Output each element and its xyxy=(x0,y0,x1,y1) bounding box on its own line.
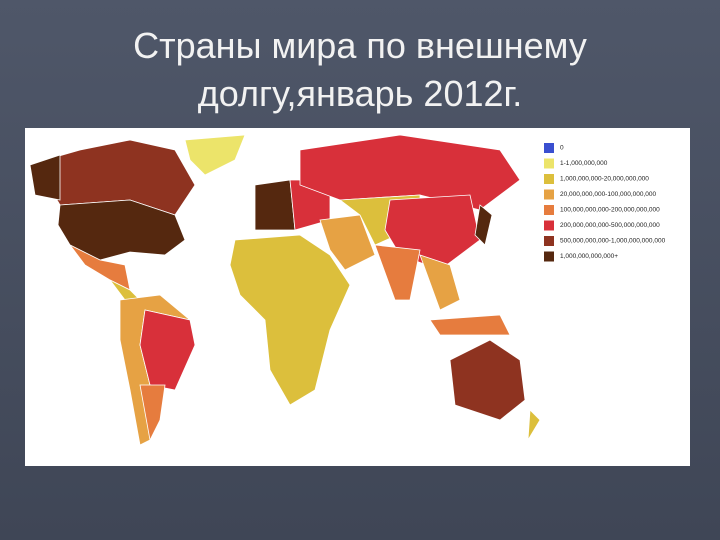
japan xyxy=(474,204,493,246)
legend-swatch xyxy=(544,189,554,200)
brazil xyxy=(139,309,196,391)
legend-swatch xyxy=(544,143,554,153)
legend-label: 500,000,000,000-1,000,000,000,000 xyxy=(560,238,666,245)
middle-east xyxy=(319,214,376,271)
legend-label: 100,000,000,000-200,000,000,000 xyxy=(560,207,660,214)
legend-swatch xyxy=(544,158,554,169)
argentina xyxy=(139,384,166,442)
indonesia xyxy=(429,314,511,336)
legend-swatch xyxy=(544,220,554,231)
legend-swatch xyxy=(544,205,554,215)
legend-swatch xyxy=(544,174,554,184)
western-europe xyxy=(254,179,296,231)
title-line: долгу,январь 2012г. xyxy=(198,73,523,114)
legend-label: 1-1,000,000,000 xyxy=(560,160,608,167)
alaska xyxy=(29,154,61,201)
legend: 0 1-1,000,000,000 1,000,000,000-20,000,000… xyxy=(544,143,666,262)
new-zealand xyxy=(527,409,541,441)
usa xyxy=(57,199,186,261)
legend-label: 20,000,000,000-100,000,000,000 xyxy=(560,191,657,198)
legend-label: 200,000,000,000-500,000,000,000 xyxy=(560,222,660,229)
legend-label: 1,000,000,000,000+ xyxy=(560,253,618,260)
australia xyxy=(449,339,526,421)
greenland xyxy=(184,134,246,176)
legend-label: 0 xyxy=(560,145,564,152)
title-line: Страны мира по внешнему xyxy=(133,25,587,66)
india xyxy=(374,244,421,301)
legend-swatch xyxy=(544,251,554,262)
southeast-asia xyxy=(419,254,461,311)
legend-label: 1,000,000,000-20,000,000,000 xyxy=(560,176,649,183)
legend-swatch xyxy=(544,236,554,246)
world-map xyxy=(29,134,541,446)
africa xyxy=(229,234,351,406)
